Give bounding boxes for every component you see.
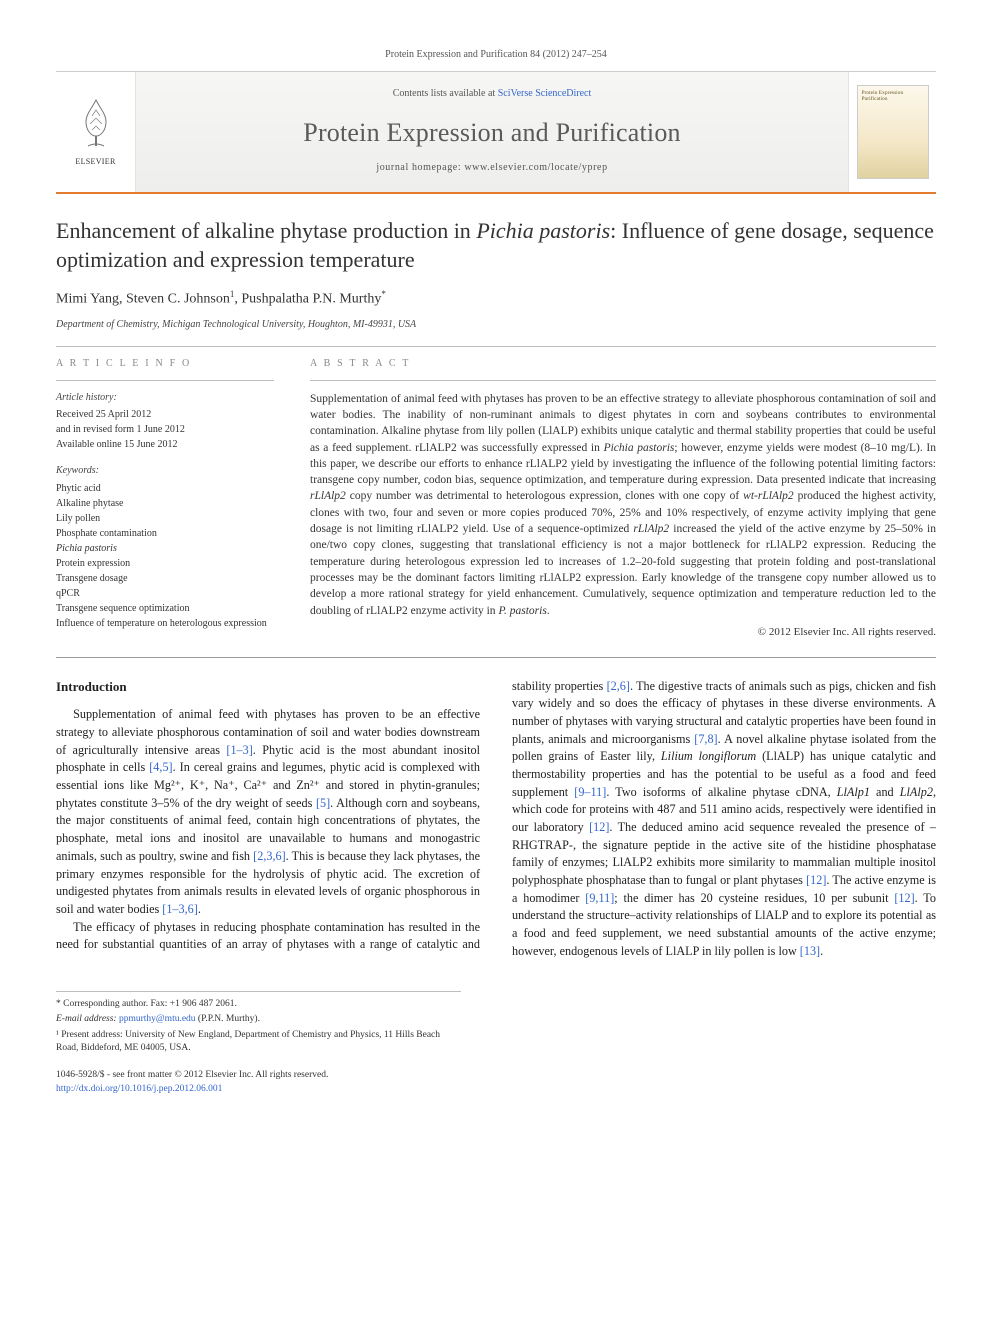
homepage-url: www.elsevier.com/locate/yprep (464, 162, 607, 173)
cite-8[interactable]: [9–11] (574, 785, 606, 799)
rule-body-top (56, 657, 936, 658)
journal-header: ELSEVIER Contents lists available at Sci… (56, 71, 936, 194)
cite-5[interactable]: [1–3,6] (162, 902, 198, 916)
journal-name: Protein Expression and Purification (303, 114, 680, 152)
doi-link[interactable]: http://dx.doi.org/10.1016/j.pep.2012.06.… (56, 1083, 328, 1097)
kw-8: Transgene sequence optimization (56, 601, 274, 616)
abs-t3: copy number was detrimental to heterolog… (346, 490, 743, 502)
affiliation: Department of Chemistry, Michigan Techno… (56, 318, 936, 333)
cover-title: Protein Expression Purification (862, 90, 924, 103)
scidirect-link[interactable]: SciVerse ScienceDirect (498, 88, 592, 99)
cite-9[interactable]: [12] (589, 820, 609, 834)
cite-3[interactable]: [5] (316, 796, 330, 810)
journal-homepage-line: journal homepage: www.elsevier.com/locat… (376, 161, 607, 176)
p2-em2: LlAlp1 (837, 785, 870, 799)
homepage-prefix: journal homepage: (376, 162, 464, 173)
author-list: Mimi Yang, Steven C. Johnson1, Pushpalat… (56, 288, 936, 310)
abs-em3: wt-rLlAlp2 (743, 490, 793, 502)
cite-10[interactable]: [12] (806, 873, 826, 887)
body-two-column: Introduction Supplementation of animal f… (56, 678, 936, 961)
history-online: Available online 15 June 2012 (56, 437, 274, 452)
abs-em2: rLlAlp2 (310, 490, 346, 502)
footnotes-block: * Corresponding author. Fax: +1 906 487 … (56, 991, 461, 1055)
fn-email: E-mail address: ppmurthy@mtu.edu (P.P.N.… (56, 1013, 461, 1026)
authors-2: , Pushpalatha P.N. Murthy (234, 291, 381, 306)
p2l: . (820, 944, 823, 958)
section-introduction: Introduction (56, 678, 480, 697)
article-info-column: a r t i c l e i n f o Article history: R… (56, 357, 274, 643)
abstract-head: a b s t r a c t (310, 357, 936, 372)
title-part-1: Enhancement of alkaline phytase producti… (56, 218, 476, 243)
cite-12[interactable]: [12] (894, 891, 914, 905)
elsevier-tree-icon (72, 96, 120, 152)
p1f: . (198, 902, 201, 916)
abstract-copyright: © 2012 Elsevier Inc. All rights reserved… (310, 625, 936, 641)
p2e: . Two isoforms of alkaline phytase cDNA, (606, 785, 836, 799)
article-title: Enhancement of alkaline phytase producti… (56, 216, 936, 274)
kw-3: Phosphate contamination (56, 526, 274, 541)
abstract-body: Supplementation of animal feed with phyt… (310, 391, 936, 620)
running-citation: Protein Expression and Purification 84 (… (56, 48, 936, 63)
kw-4: Pichia pastoris (56, 541, 274, 556)
rule-abs (310, 380, 936, 381)
cite-2[interactable]: [4,5] (149, 760, 172, 774)
p2-em1: Lilium longiflorum (661, 749, 756, 763)
article-info-head: a r t i c l e i n f o (56, 357, 274, 372)
history-revised: and in revised form 1 June 2012 (56, 422, 274, 437)
kw-7: qPCR (56, 586, 274, 601)
email-label: E-mail address: (56, 1014, 117, 1024)
keywords-label: Keywords: (56, 464, 274, 479)
fn-corresponding: * Corresponding author. Fax: +1 906 487 … (56, 998, 461, 1011)
cite-4[interactable]: [2,3,6] (253, 849, 286, 863)
title-species: Pichia pastoris (476, 218, 610, 243)
abs-em5: P. pastoris (498, 605, 546, 617)
p2-em3: LlAlp2 (900, 785, 933, 799)
cite-7[interactable]: [7,8] (694, 732, 717, 746)
p2f: and (870, 785, 900, 799)
cite-13[interactable]: [13] (800, 944, 820, 958)
kw-9: Influence of temperature on heterologous… (56, 616, 274, 631)
abstract-column: a b s t r a c t Supplementation of anima… (310, 357, 936, 643)
page-footer: 1046-5928/$ - see front matter © 2012 El… (56, 1069, 936, 1097)
kw-2: Lily pollen (56, 511, 274, 526)
corr-email-link[interactable]: ppmurthy@mtu.edu (119, 1014, 196, 1024)
author-sup-corr: * (381, 289, 386, 299)
abs-t5: increased the yield of the active enzyme… (310, 523, 936, 617)
front-matter-line: 1046-5928/$ - see front matter © 2012 El… (56, 1069, 328, 1083)
rule-top (56, 346, 936, 347)
abs-em4: rLlAlp2 (633, 523, 669, 535)
contents-prefix: Contents lists available at (393, 88, 498, 99)
kw-5: Protein expression (56, 556, 274, 571)
kw-0: Phytic acid (56, 481, 274, 496)
abs-t6: . (547, 605, 550, 617)
history-received: Received 25 April 2012 (56, 407, 274, 422)
cite-11[interactable]: [9,11] (585, 891, 614, 905)
cite-1[interactable]: [1–3] (226, 743, 252, 757)
history-label: Article history: (56, 391, 274, 406)
journal-cover-thumb: Protein Expression Purification (848, 72, 936, 192)
cite-6[interactable]: [2,6] (607, 679, 630, 693)
contents-available-line: Contents lists available at SciVerse Sci… (393, 87, 592, 102)
p2j: ; the dimer has 20 cysteine residues, 10… (614, 891, 894, 905)
kw-6: Transgene dosage (56, 571, 274, 586)
fn-present-address: ¹ Present address: University of New Eng… (56, 1029, 461, 1055)
publisher-label: ELSEVIER (75, 156, 115, 168)
kw-1: Alkaline phytase (56, 496, 274, 511)
authors-1: Mimi Yang, Steven C. Johnson (56, 291, 230, 306)
publisher-logo: ELSEVIER (56, 72, 136, 192)
email-paren: (P.P.N. Murthy). (196, 1014, 260, 1024)
abs-em1: Pichia pastoris (604, 442, 675, 454)
rule-info-1 (56, 380, 274, 381)
intro-p1: Supplementation of animal feed with phyt… (56, 706, 480, 918)
